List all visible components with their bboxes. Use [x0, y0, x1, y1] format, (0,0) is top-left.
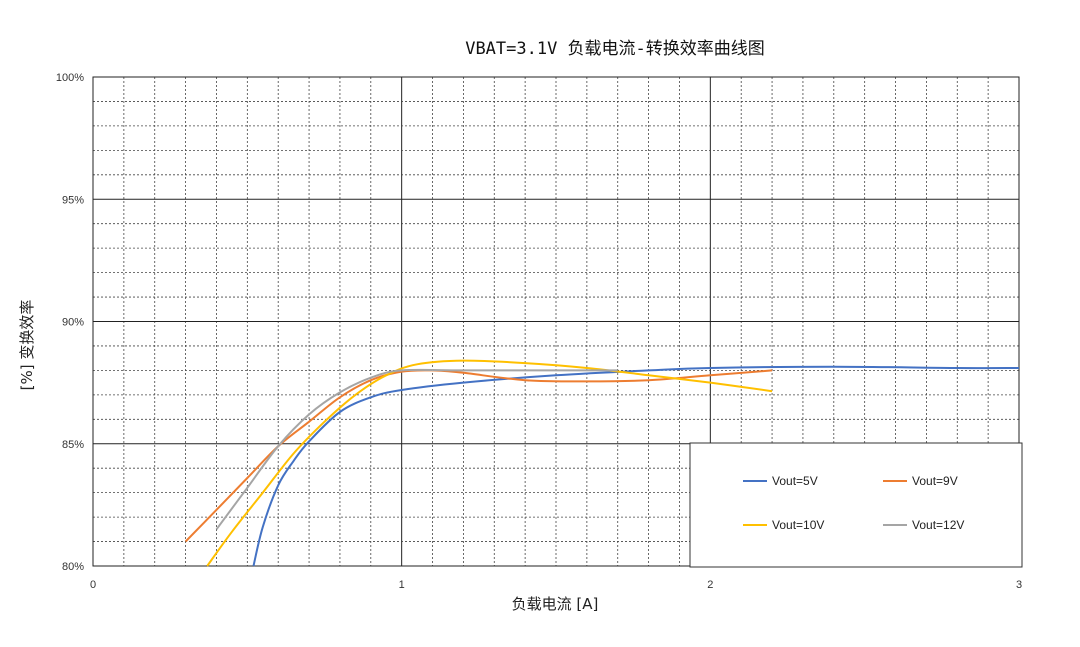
y-tick-label: 100% — [56, 72, 84, 84]
x-tick-label: 0 — [90, 579, 96, 591]
chart-title: VBAT=3.1V 负载电流-转换效率曲线图 — [465, 39, 765, 59]
series-line-4 — [215, 368, 618, 530]
x-tick-label: 3 — [1016, 579, 1022, 591]
series-line-2 — [184, 369, 773, 543]
legend: Vout=5V Vout=9V Vout=10V Vout=12V — [689, 442, 1023, 568]
y-tick-label: 90% — [62, 317, 84, 329]
y-tick-label: 80% — [62, 561, 84, 573]
legend-label-1: Vout=5V — [772, 474, 818, 488]
legend-box — [689, 442, 1023, 568]
x-tick-labels: 0 1 2 3 — [90, 579, 1022, 591]
legend-label-2: Vout=9V — [912, 474, 958, 488]
y-tick-label: 85% — [62, 439, 84, 451]
series-group — [184, 359, 1020, 567]
series-line-3 — [206, 359, 773, 567]
y-axis-title: [%] 变换效率 — [18, 300, 36, 391]
x-tick-label: 1 — [399, 579, 405, 591]
legend-label-3: Vout=10V — [772, 518, 824, 532]
legend-label-4: Vout=12V — [912, 518, 964, 532]
plot-frame — [92, 76, 1020, 567]
y-tick-label: 95% — [62, 194, 84, 206]
y-tick-labels: 80% 85% 90% 95% 100% — [56, 72, 84, 573]
x-axis-title: 负载电流 [A] — [512, 595, 599, 613]
series-line-1 — [252, 365, 1020, 567]
x-tick-label: 2 — [707, 579, 713, 591]
